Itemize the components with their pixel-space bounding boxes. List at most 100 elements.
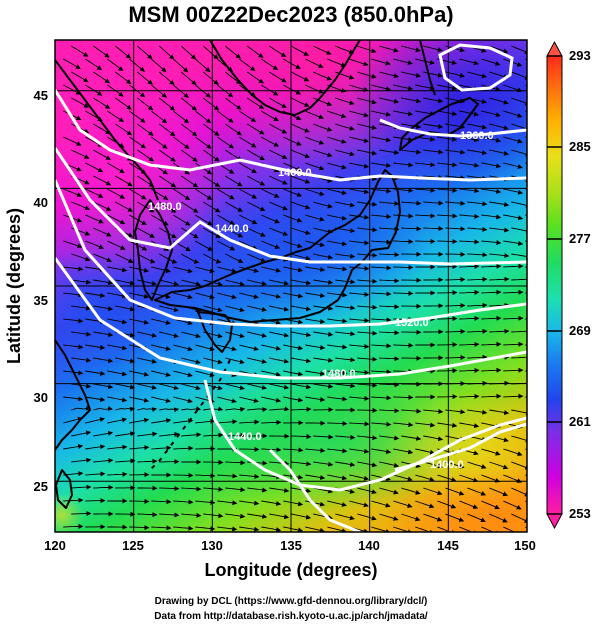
streamline-arrow [129,396,150,403]
streamline-arrow [349,421,370,427]
streamline-arrow [357,149,378,156]
streamline-arrow [137,279,157,286]
streamline-arrow [269,45,287,57]
streamline-arrow [371,291,392,297]
colorbar-tick-label: 269 [569,323,591,338]
streamline-arrow [393,448,414,455]
streamline-arrow [511,513,527,523]
streamline-arrow [437,213,458,219]
streamline-arrow [195,418,216,424]
streamline-arrow [283,500,304,507]
streamline-arrow [437,342,458,348]
streamline-arrow [511,328,527,334]
streamline-arrow [225,487,246,493]
streamline-arrow [489,227,510,233]
streamline-arrow [247,513,268,519]
streamline-arrow [239,473,260,479]
streamline-arrow [349,110,369,118]
streamline-arrow [379,330,400,336]
streamline-arrow [511,227,527,234]
streamline-arrow [181,406,202,411]
streamline-arrow [327,526,347,532]
streamline-arrow [467,461,487,469]
streamline-arrow [503,240,524,246]
streamline-arrow [349,136,369,143]
streamline-arrow [195,526,216,532]
streamline-arrow [393,84,414,91]
streamline-arrow [503,263,524,269]
streamline-arrow [261,136,280,147]
streamline-arrow [305,266,326,272]
streamline-arrow [423,226,444,232]
streamline-arrow [195,188,213,200]
streamline-arrow [247,383,267,390]
x-tick-label: 120 [44,538,66,553]
streamline-arrow [217,526,238,532]
streamline-arrow [239,266,259,273]
streamline-arrow [481,188,502,194]
streamline-arrow [467,276,488,282]
streamline-arrow [107,292,128,299]
streamline-arrow [357,45,377,54]
streamline-arrow [335,305,356,311]
streamline-arrow [173,344,193,352]
streamline-arrow [393,394,414,400]
streamline-arrow [85,84,103,96]
streamline-arrow [379,45,399,53]
streamline-arrow [525,422,527,424]
streamline-arrow [151,445,172,451]
streamline-arrow [327,396,348,402]
contour-1480 [55,179,527,328]
streamline-arrow [415,213,436,219]
streamline-arrow [525,240,527,242]
streamline-arrow [269,487,290,493]
coastline-china-east [55,339,91,451]
streamline-arrow [357,461,378,468]
streamline-arrow [247,201,266,212]
streamline-arrow [115,123,133,136]
streamline-arrow [525,474,527,477]
streamline-arrow [489,201,510,207]
streamline-arrow [239,292,259,299]
streamline-arrow [261,396,282,403]
streamline-arrow [459,213,480,219]
streamline-arrow [159,97,176,111]
streamline-arrow [467,302,488,308]
streamline-arrow [85,417,105,424]
coastline-asia-mainland [55,40,361,201]
streamline-arrow [291,461,312,467]
streamline-arrow [415,422,436,428]
contour-1400-south [394,422,527,472]
streamline-arrow [393,110,414,117]
contour-1400 [55,89,527,182]
streamline-arrow [481,289,502,295]
streamline-arrow [203,97,220,111]
streamline-arrow [225,97,242,110]
streamline-arrow [71,149,90,159]
streamline-arrow [63,292,84,298]
streamline-arrow [489,513,508,523]
streamline-arrow [401,487,421,495]
streamline-arrow [269,406,290,412]
y-tick-label: 45 [34,88,48,103]
streamline-arrow [437,368,458,374]
streamline-arrow [151,396,171,403]
streamline-arrow [225,45,241,59]
streamline-arrow [107,396,128,403]
streamline-arrow [459,422,480,429]
streamline-arrow [291,383,312,390]
streamline-arrow [225,305,245,313]
streamline-arrow [291,357,312,364]
streamline-arrow [181,97,198,111]
streamline-arrow [349,162,370,169]
streamline-arrow [393,264,414,270]
streamline-arrow [379,513,399,521]
contour-label-5: 1520.0 [395,317,429,329]
streamline-arrow [71,484,92,490]
y-tick-label: 35 [34,293,48,308]
streamline-arrow [203,71,219,85]
streamline-arrow [291,253,311,261]
streamline-arrow [107,214,126,225]
streamline-arrow [437,162,458,168]
